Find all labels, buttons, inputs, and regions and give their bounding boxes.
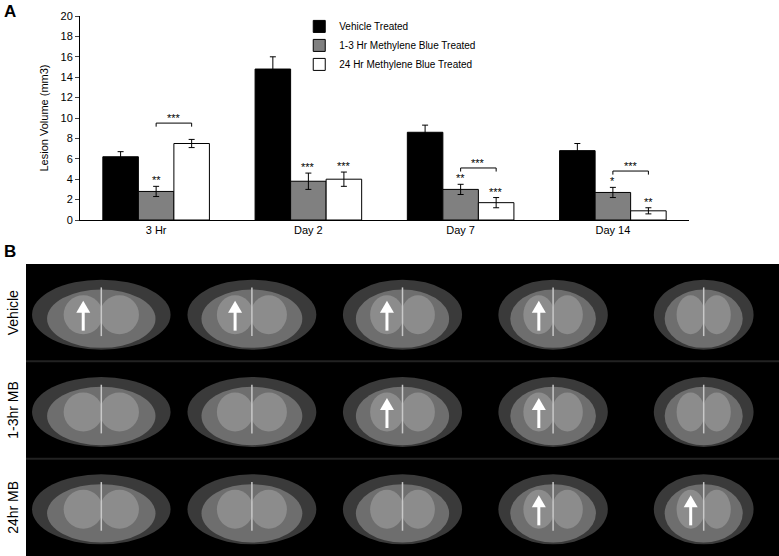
svg-text:***: *** <box>624 160 638 172</box>
svg-text:***: *** <box>167 112 181 124</box>
svg-text:18: 18 <box>61 30 73 42</box>
svg-text:Vehicle: Vehicle <box>5 290 21 335</box>
svg-text:***: *** <box>489 186 503 198</box>
svg-text:6: 6 <box>67 153 73 165</box>
svg-text:24 Hr Methylene Blue Treated: 24 Hr Methylene Blue Treated <box>339 59 472 70</box>
svg-text:***: *** <box>301 161 315 173</box>
html-text:B: B <box>4 242 17 261</box>
svg-text:1-3hr MB: 1-3hr MB <box>5 381 21 439</box>
svg-text:Vehicle Treated: Vehicle Treated <box>339 21 408 32</box>
svg-text:24hr MB: 24hr MB <box>5 481 21 534</box>
svg-text:4: 4 <box>67 173 73 185</box>
svg-text:0: 0 <box>67 214 73 226</box>
svg-text:3 Hr: 3 Hr <box>146 224 167 236</box>
html-text:A: A <box>4 2 17 21</box>
svg-text:Day 14: Day 14 <box>595 224 630 236</box>
svg-text:2: 2 <box>67 193 73 205</box>
svg-text:20: 20 <box>61 10 73 22</box>
svg-text:***: *** <box>471 157 485 169</box>
svg-text:**: ** <box>152 174 161 186</box>
svg-text:Day 2: Day 2 <box>294 224 323 236</box>
svg-text:Lesion Volume (mm3): Lesion Volume (mm3) <box>38 65 50 172</box>
svg-text:14: 14 <box>61 71 73 83</box>
svg-text:**: ** <box>644 196 653 208</box>
svg-text:16: 16 <box>61 51 73 63</box>
svg-text:12: 12 <box>61 91 73 103</box>
svg-text:Day 7: Day 7 <box>446 224 475 236</box>
svg-text:*: * <box>610 175 615 187</box>
svg-text:8: 8 <box>67 132 73 144</box>
svg-text:10: 10 <box>61 112 73 124</box>
svg-text:**: ** <box>456 172 465 184</box>
svg-text:***: *** <box>337 160 351 172</box>
svg-text:1-3 Hr Methylene Blue Treated: 1-3 Hr Methylene Blue Treated <box>339 40 475 51</box>
